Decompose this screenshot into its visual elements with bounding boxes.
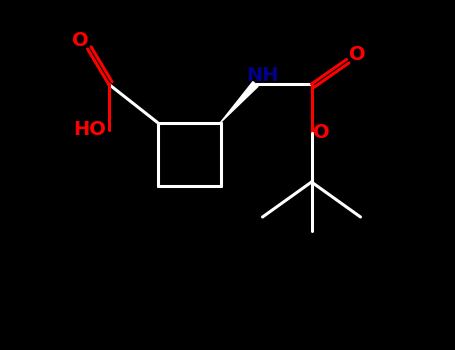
Text: NH: NH (246, 66, 279, 85)
Text: HO: HO (73, 120, 106, 139)
Text: O: O (349, 45, 365, 64)
Text: O: O (72, 31, 89, 50)
Text: O: O (313, 124, 329, 142)
Polygon shape (221, 82, 258, 122)
